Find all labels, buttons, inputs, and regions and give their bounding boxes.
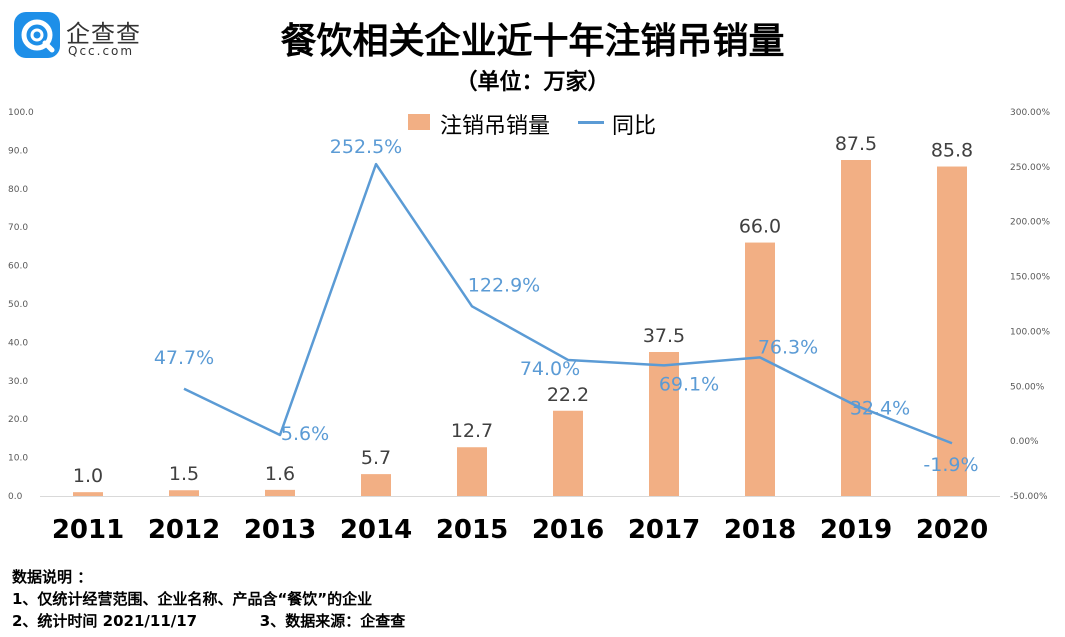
- bar-label-2012: 1.5: [169, 463, 199, 485]
- bar-label-2018: 66.0: [739, 216, 781, 238]
- bar-2015: [457, 447, 487, 496]
- yoy-label-2013: 5.6%: [281, 423, 329, 445]
- y-right-tick-label: 150.00%: [1010, 273, 1050, 283]
- yoy-label-2019: 32.4%: [850, 398, 910, 420]
- y-left-tick-label: 100.0: [8, 108, 34, 118]
- yoy-label-2017: 69.1%: [659, 373, 719, 395]
- yoy-line: [183, 162, 953, 445]
- legend-bar-swatch: [408, 114, 430, 130]
- y-right-tick-label: 50.00%: [1010, 382, 1045, 392]
- x-tick-label-2016: 2016: [532, 515, 604, 545]
- x-tick-label-2019: 2019: [820, 515, 892, 545]
- bar-2013: [265, 489, 295, 496]
- x-tick-label-2020: 2020: [916, 515, 988, 545]
- y-right-tick-label: 250.00%: [1010, 163, 1050, 173]
- y-right-tick-label: 0.00%: [1010, 437, 1039, 447]
- bar-2020: [937, 166, 967, 496]
- yoy-label-2020: -1.9%: [923, 454, 978, 476]
- bar-2012: [169, 490, 199, 496]
- legend-line-swatch: [578, 121, 604, 124]
- x-tick-label-2013: 2013: [244, 515, 316, 545]
- bar-2014: [361, 474, 391, 496]
- y-right-tick-label: 200.00%: [1010, 218, 1050, 228]
- bar-label-2014: 5.7: [361, 447, 391, 469]
- bar-2017: [649, 352, 679, 496]
- qcc-logo-icon: [14, 12, 60, 58]
- bar-label-2020: 85.8: [931, 140, 973, 162]
- y-left-tick-label: 0.0: [8, 492, 23, 502]
- y-left-tick-label: 10.0: [8, 454, 28, 464]
- bar-label-2017: 37.5: [643, 325, 685, 347]
- y-left-tick-label: 30.0: [8, 377, 28, 387]
- yoy-label-2014: 252.5%: [330, 136, 402, 158]
- x-tick-label-2015: 2015: [436, 515, 508, 545]
- y-left-tick-label: 70.0: [8, 223, 28, 233]
- y-right-tick-label: 100.00%: [1010, 327, 1050, 337]
- y-left-tick-label: 40.0: [8, 338, 28, 348]
- bar-label-2016: 22.2: [547, 384, 589, 406]
- y-left-tick-label: 80.0: [8, 185, 28, 195]
- chart-title: 餐饮相关企业近十年注销吊销量: [280, 21, 785, 62]
- data-notes: 数据说明 ： 1、仅统计经营范围、企业名称、产品含“餐饮”的企业 2、统计时间 …: [12, 566, 405, 632]
- yoy-label-2018: 76.3%: [758, 336, 818, 358]
- bar-label-2011: 1.0: [73, 465, 103, 487]
- logo-domain: Qcc.com: [68, 44, 135, 58]
- chart-subtitle: （单位：万家）: [455, 70, 610, 95]
- x-tick-label-2012: 2012: [148, 515, 220, 545]
- bar-2018: [745, 242, 775, 496]
- bar-label-2013: 1.6: [265, 463, 295, 485]
- bar-2011: [73, 492, 103, 496]
- bar-2016: [553, 410, 583, 496]
- y-left-tick-label: 60.0: [8, 262, 28, 272]
- x-tick-label-2017: 2017: [628, 515, 700, 545]
- y-right-tick-label: -50.00%: [1010, 492, 1048, 502]
- yoy-label-2015: 122.9%: [468, 274, 540, 296]
- notes-line-2: 2、统计时间 2021/11/17 3、数据来源：企查查: [12, 612, 406, 630]
- x-tick-label-2018: 2018: [724, 515, 796, 545]
- y-left-tick-label: 90.0: [8, 146, 28, 156]
- y-left-tick-label: 20.0: [8, 415, 28, 425]
- yoy-label-2012: 47.7%: [154, 347, 214, 369]
- bar-label-2019: 87.5: [835, 133, 877, 155]
- x-tick-label-2014: 2014: [340, 515, 412, 545]
- y-right-tick-label: 300.00%: [1010, 108, 1050, 118]
- bar-2019: [841, 160, 871, 496]
- y-left-tick-label: 50.0: [8, 300, 28, 310]
- legend-bar-label: 注销吊销量: [440, 114, 551, 139]
- x-tick-label-2011: 2011: [52, 515, 124, 545]
- notes-heading: 数据说明 ：: [12, 568, 93, 586]
- logo-name: 企查查: [66, 20, 141, 48]
- yoy-label-2016: 74.0%: [520, 358, 580, 380]
- bar-label-2015: 12.7: [451, 420, 493, 442]
- notes-line-1: 1、仅统计经营范围、企业名称、产品含“餐饮”的企业: [12, 590, 373, 608]
- legend-line-label: 同比: [612, 114, 657, 139]
- brand-logo: 企查查 Qcc.com: [14, 10, 164, 66]
